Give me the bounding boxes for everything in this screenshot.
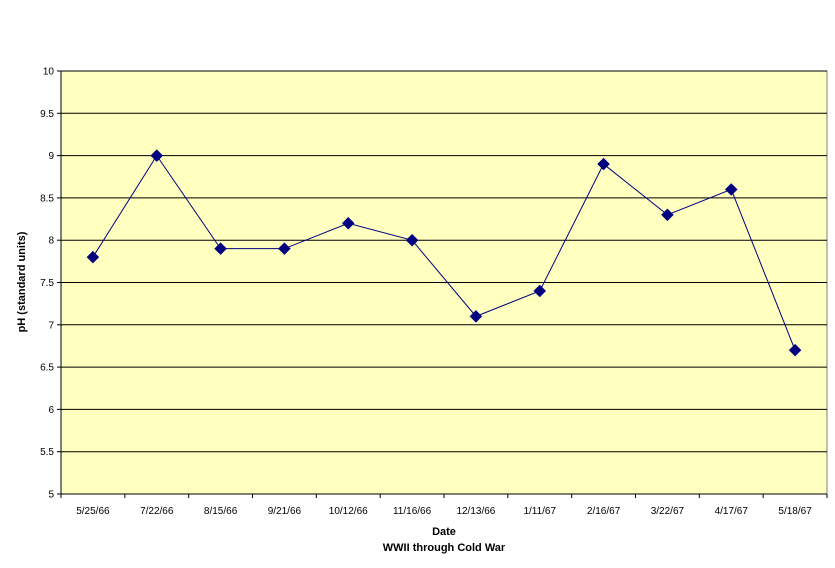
x-axis-title: Date xyxy=(432,526,456,538)
x-tick-label: 5/25/66 xyxy=(76,506,110,517)
x-tick-label: 10/12/66 xyxy=(329,506,368,517)
data-point-marker xyxy=(405,233,419,247)
x-tick-marks xyxy=(60,494,828,498)
y-tick-label: 9.5 xyxy=(40,109,54,120)
data-point-marker xyxy=(150,149,164,162)
y-tick-label: 8.5 xyxy=(40,193,54,204)
data-point-marker xyxy=(533,284,547,298)
x-tick-label: 7/22/66 xyxy=(140,506,174,517)
data-point-marker xyxy=(788,343,802,357)
data-point-marker xyxy=(341,216,355,230)
data-point-marker xyxy=(278,242,291,256)
y-tick-label: 7.5 xyxy=(40,278,54,289)
gridlines xyxy=(57,70,827,495)
y-tick-label: 6.5 xyxy=(40,363,54,374)
data-point-marker xyxy=(469,309,483,323)
x-tick-label: 5/18/67 xyxy=(778,506,812,517)
x-axis-subtitle: WWII through Cold War xyxy=(383,542,506,554)
data-point-marker xyxy=(597,157,610,171)
data-point-marker xyxy=(214,242,227,256)
x-tick-label: 1/11/67 xyxy=(523,506,556,517)
data-point-marker xyxy=(86,250,100,264)
x-tick-label: 11/16/66 xyxy=(393,506,432,517)
x-tick-label: 2/16/67 xyxy=(587,506,621,517)
data-point-marker xyxy=(661,208,674,222)
x-tick-label: 9/21/66 xyxy=(268,506,302,517)
series-markers xyxy=(86,149,802,357)
y-tick-label: 7 xyxy=(48,320,54,331)
y-tick-label: 5.5 xyxy=(40,447,54,458)
y-tick-label: 10 xyxy=(43,67,55,78)
y-tick-label: 5 xyxy=(48,490,54,501)
x-tick-label: 12/13/66 xyxy=(456,506,495,517)
y-tick-label: 6 xyxy=(48,405,54,416)
series-line xyxy=(92,154,796,351)
data-point-marker xyxy=(724,183,738,196)
y-tick-labels: 5 5.5 6 6.5 7 7.5 8 8.5 9 9.5 10 xyxy=(40,67,54,501)
y-axis-title: pH (standard units) xyxy=(16,231,28,332)
x-tick-label: 3/22/67 xyxy=(651,506,685,517)
y-tick-label: 8 xyxy=(48,236,54,247)
x-tick-label: 4/17/67 xyxy=(715,506,749,517)
y-tick-label: 9 xyxy=(48,151,54,162)
x-tick-label: 8/15/66 xyxy=(204,506,238,517)
x-tick-labels: 5/25/66 7/22/66 8/15/66 9/21/66 10/12/66 11/1… xyxy=(76,506,812,517)
